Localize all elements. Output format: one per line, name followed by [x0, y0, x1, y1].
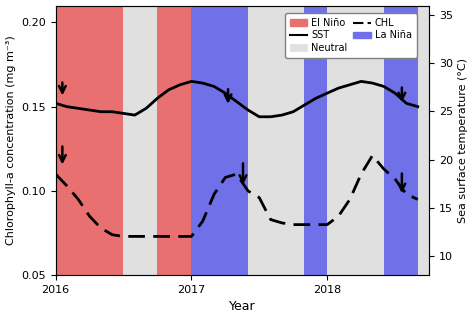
Y-axis label: Sea surface temperature (°C): Sea surface temperature (°C)	[458, 58, 468, 223]
Bar	[55, 5, 124, 275]
Bar	[304, 5, 327, 275]
Bar	[191, 5, 248, 275]
Bar	[157, 5, 191, 275]
Bar	[248, 5, 304, 275]
Bar	[124, 5, 157, 275]
Bar	[418, 5, 429, 275]
X-axis label: Year: Year	[229, 300, 255, 314]
Y-axis label: Chlorophyll-a concentration (mg m⁻³): Chlorophyll-a concentration (mg m⁻³)	[6, 35, 16, 245]
Legend: El Niño, SST, Neutral, CHL, La Niña: El Niño, SST, Neutral, CHL, La Niña	[285, 13, 417, 58]
Bar	[384, 5, 418, 275]
Bar	[327, 5, 384, 275]
